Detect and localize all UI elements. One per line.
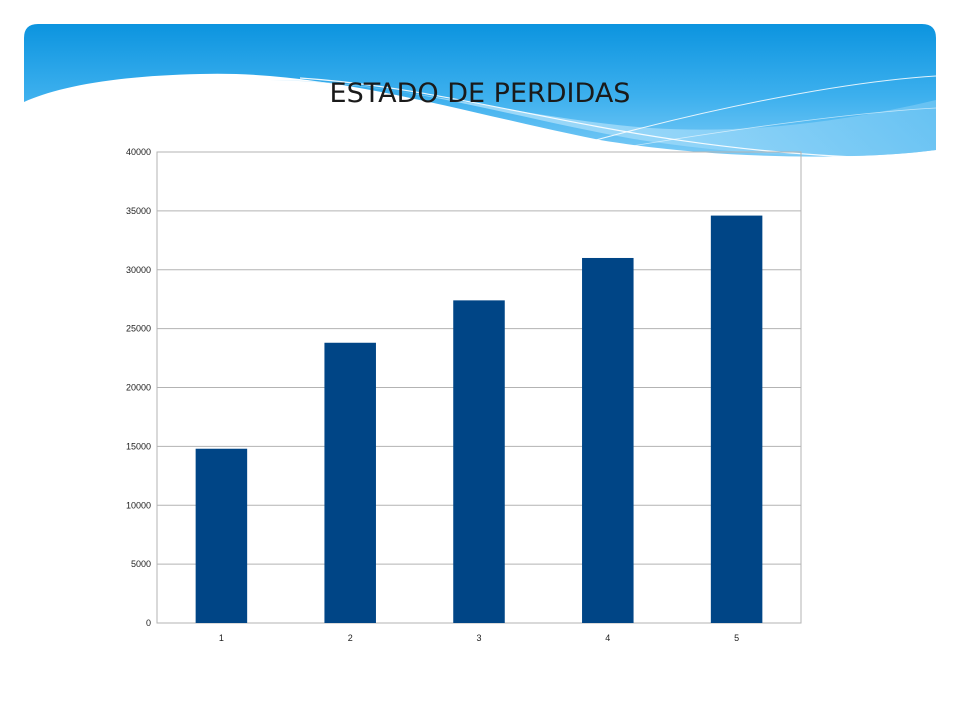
y-axis-tick-labels: 0 5000 10000 15000 20000 25000 30000 35000 40000	[126, 147, 151, 628]
y-tick-label: 20000	[126, 383, 151, 393]
y-tick-label: 10000	[126, 500, 151, 510]
x-tick-label: 4	[605, 633, 610, 643]
y-tick-label: 40000	[126, 147, 151, 157]
bar	[453, 300, 505, 623]
y-tick-label: 25000	[126, 324, 151, 334]
header-wave-line-3	[619, 107, 937, 149]
bar	[710, 215, 763, 623]
x-tick-label: 1	[219, 633, 224, 643]
x-axis-tick-labels: 1 2 3 4 5	[219, 633, 739, 643]
bar	[324, 342, 376, 623]
y-tick-label: 30000	[126, 265, 151, 275]
bars	[195, 215, 763, 623]
header-band	[24, 24, 936, 157]
x-tick-label: 5	[734, 633, 739, 643]
header-wave-line-2	[559, 75, 937, 151]
y-tick-label: 5000	[131, 559, 151, 569]
y-tick-label: 15000	[126, 441, 151, 451]
bar	[195, 448, 248, 623]
x-tick-label: 3	[476, 633, 481, 643]
y-tick-label: 35000	[126, 206, 151, 216]
x-tick-label: 2	[348, 633, 353, 643]
y-tick-label: 0	[146, 618, 151, 628]
header-wave-light	[270, 80, 936, 156]
bar	[582, 257, 634, 623]
slide-title: ESTADO DE PERDIDAS	[329, 78, 631, 109]
